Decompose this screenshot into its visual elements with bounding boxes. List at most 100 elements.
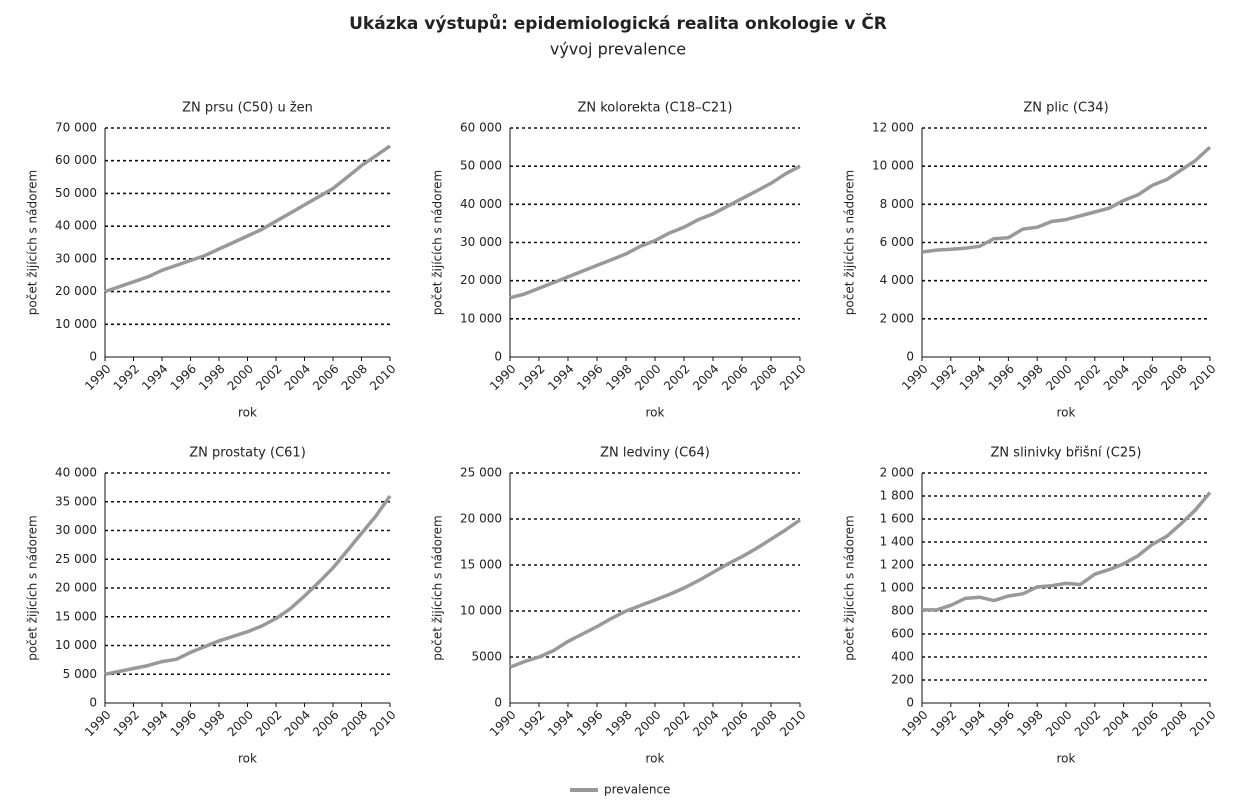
x-axis-label: rok: [646, 406, 665, 420]
x-tick-label: 1996: [985, 362, 1016, 393]
x-tick-label: 2004: [690, 708, 721, 739]
y-axis-label: počet žijících s nádorem: [431, 515, 445, 660]
x-tick-label: 2002: [1072, 708, 1103, 739]
y-tick-label: 50 000: [55, 186, 97, 200]
x-tick-label: 1996: [574, 362, 605, 393]
x-tick-label: 1996: [574, 708, 605, 739]
y-tick-label: 40 000: [55, 219, 97, 233]
x-tick-label: 2004: [282, 708, 313, 739]
x-tick-label: 2000: [1043, 708, 1074, 739]
legend-label: prevalence: [604, 783, 670, 797]
y-tick-label: 20 000: [55, 581, 97, 595]
y-tick-label: 5 000: [63, 667, 97, 681]
y-tick-label: 1 000: [880, 581, 914, 595]
y-tick-label: 0: [494, 350, 502, 364]
y-tick-label: 30 000: [55, 251, 97, 265]
y-tick-label: 1 400: [880, 535, 914, 549]
data-line: [509, 518, 802, 669]
x-tick-label: 2008: [1158, 362, 1189, 393]
y-tick-label: 5000: [471, 650, 502, 664]
data-line: [104, 494, 392, 677]
y-tick-label: 40 000: [460, 197, 502, 211]
x-tick-label: 2008: [339, 362, 370, 393]
y-axis-label: počet žijících s nádorem: [26, 170, 40, 315]
chart-title: ZN prostaty (C61): [189, 446, 306, 461]
y-tick-label: 10 000: [460, 311, 502, 325]
x-tick-label: 1994: [957, 708, 988, 739]
x-tick-label: 1992: [516, 362, 547, 393]
x-tick-label: 2000: [632, 708, 663, 739]
x-tick-label: 1994: [957, 362, 988, 393]
x-tick-label: 1992: [516, 708, 547, 739]
chart-title: ZN kolorekta (C18–C21): [577, 101, 732, 116]
x-tick-label: 1990: [82, 362, 113, 393]
x-axis-label: rok: [238, 406, 257, 420]
x-tick-label: 1998: [1014, 362, 1045, 393]
x-tick-label: 2010: [1187, 708, 1218, 739]
chart-title: ZN plic (C34): [1023, 101, 1108, 116]
data-line: [104, 144, 391, 294]
x-tick-label: 2006: [310, 708, 341, 739]
x-tick-label: 2010: [367, 362, 398, 393]
y-tick-label: 20 000: [460, 273, 502, 287]
x-axis-label: rok: [238, 752, 257, 766]
y-tick-label: 200: [891, 673, 914, 687]
x-axis-label: rok: [1057, 752, 1076, 766]
x-tick-label: 2000: [225, 362, 256, 393]
x-tick-label: 2002: [661, 362, 692, 393]
x-tick-label: 1998: [196, 362, 227, 393]
y-tick-label: 10 000: [872, 159, 914, 173]
y-tick-label: 15 000: [460, 558, 502, 572]
data-line: [922, 491, 1212, 612]
y-tick-label: 1 600: [880, 512, 914, 526]
x-tick-label: 1990: [487, 708, 518, 739]
x-tick-label: 2002: [661, 708, 692, 739]
chart-title: ZN prsu (C50) u žen: [182, 101, 313, 116]
x-tick-label: 2010: [367, 708, 398, 739]
y-tick-label: 2 000: [880, 311, 914, 325]
x-tick-label: 1990: [899, 362, 930, 393]
x-tick-label: 2004: [1101, 362, 1132, 393]
y-tick-label: 6 000: [880, 235, 914, 249]
x-tick-label: 1990: [899, 708, 930, 739]
x-tick-label: 1998: [1014, 708, 1045, 739]
y-axis-label: počet žijících s nádorem: [26, 515, 40, 660]
y-tick-label: 35 000: [55, 494, 97, 508]
y-tick-label: 25 000: [460, 466, 502, 480]
y-tick-label: 60 000: [460, 121, 502, 135]
y-tick-label: 20 000: [460, 512, 502, 526]
x-tick-label: 2000: [632, 362, 663, 393]
y-tick-label: 30 000: [460, 235, 502, 249]
y-tick-label: 10 000: [55, 638, 97, 652]
x-tick-label: 1996: [985, 708, 1016, 739]
y-tick-label: 1 800: [880, 489, 914, 503]
x-tick-label: 2008: [1158, 708, 1189, 739]
chart-title: ZN slinivky břišní (C25): [991, 446, 1142, 461]
x-tick-label: 1994: [545, 362, 576, 393]
y-tick-label: 0: [494, 696, 502, 710]
x-tick-label: 1992: [111, 362, 142, 393]
y-tick-label: 12 000: [872, 121, 914, 135]
y-tick-label: 50 000: [460, 159, 502, 173]
x-tick-label: 1998: [603, 362, 634, 393]
y-tick-label: 600: [891, 627, 914, 641]
y-tick-label: 60 000: [55, 153, 97, 167]
y-axis-label: počet žijících s nádorem: [843, 515, 857, 660]
x-tick-label: 1994: [139, 362, 170, 393]
x-tick-label: 2010: [1187, 362, 1218, 393]
x-tick-label: 1998: [603, 708, 634, 739]
y-tick-label: 800: [891, 604, 914, 618]
y-tick-label: 1 200: [880, 558, 914, 572]
y-tick-label: 70 000: [55, 121, 97, 135]
x-tick-label: 2002: [253, 708, 284, 739]
x-tick-label: 2010: [777, 708, 808, 739]
x-tick-label: 1998: [196, 708, 227, 739]
x-tick-label: 2000: [225, 708, 256, 739]
x-tick-label: 2006: [719, 362, 750, 393]
x-tick-label: 2006: [310, 362, 341, 393]
main-title: Ukázka výstupů: epidemiologická realita …: [349, 12, 887, 34]
x-tick-label: 1992: [928, 708, 959, 739]
chart-title: ZN ledviny (C64): [600, 446, 710, 461]
x-tick-label: 2004: [690, 362, 721, 393]
